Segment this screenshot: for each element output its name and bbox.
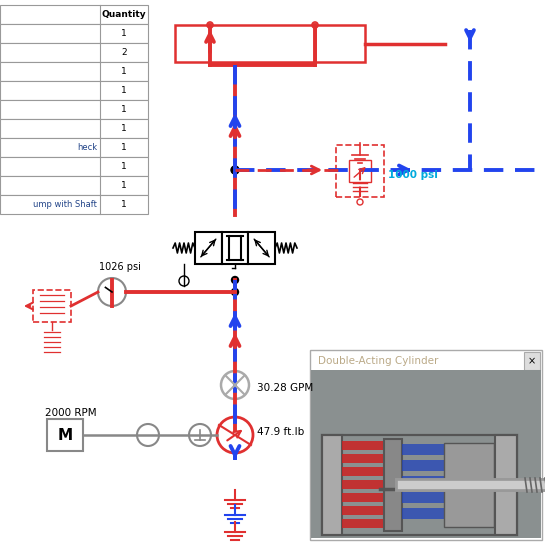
Bar bbox=[384, 439, 402, 531]
Bar bbox=[175, 25, 365, 62]
Bar bbox=[0, 5, 148, 24]
Bar bbox=[524, 352, 540, 370]
Circle shape bbox=[189, 424, 211, 446]
Text: M: M bbox=[57, 427, 72, 443]
Bar bbox=[402, 476, 444, 487]
Bar bbox=[0, 81, 148, 100]
Circle shape bbox=[179, 276, 189, 286]
Text: 1: 1 bbox=[121, 181, 127, 190]
Bar bbox=[195, 232, 222, 264]
Text: 1026 psi: 1026 psi bbox=[99, 262, 141, 272]
Circle shape bbox=[217, 417, 253, 453]
Text: 47.9 ft.lb: 47.9 ft.lb bbox=[257, 427, 304, 437]
Text: ×: × bbox=[528, 356, 536, 366]
Text: Double-Acting Cylinder: Double-Acting Cylinder bbox=[318, 356, 438, 366]
Text: 1: 1 bbox=[121, 105, 127, 114]
Circle shape bbox=[98, 278, 126, 306]
Bar bbox=[342, 493, 384, 502]
Text: 1000 psi: 1000 psi bbox=[388, 170, 438, 180]
Bar bbox=[322, 435, 517, 535]
Text: ump with Shaft: ump with Shaft bbox=[33, 200, 97, 209]
Bar bbox=[0, 43, 148, 62]
Circle shape bbox=[221, 371, 249, 399]
Circle shape bbox=[232, 276, 239, 283]
Text: Quantity: Quantity bbox=[102, 10, 146, 19]
Circle shape bbox=[232, 288, 239, 295]
Bar bbox=[342, 467, 384, 476]
Bar bbox=[0, 62, 148, 81]
Bar bbox=[249, 232, 275, 264]
Bar bbox=[444, 443, 494, 527]
Bar bbox=[402, 492, 444, 503]
Bar bbox=[47, 419, 83, 451]
Circle shape bbox=[231, 166, 239, 174]
Bar bbox=[0, 176, 148, 195]
Text: 1: 1 bbox=[121, 67, 127, 76]
Text: 1: 1 bbox=[121, 143, 127, 152]
Text: 1: 1 bbox=[121, 29, 127, 38]
Bar bbox=[0, 138, 148, 157]
Bar bbox=[328, 482, 380, 496]
Bar bbox=[0, 24, 148, 43]
Bar bbox=[342, 454, 384, 463]
Text: 1: 1 bbox=[121, 162, 127, 171]
Text: heck: heck bbox=[77, 143, 97, 152]
Bar bbox=[33, 290, 71, 322]
Bar bbox=[495, 435, 517, 535]
Bar bbox=[0, 119, 148, 138]
Bar bbox=[342, 519, 384, 528]
Bar bbox=[342, 480, 384, 489]
Bar bbox=[310, 350, 542, 540]
Bar bbox=[349, 160, 371, 182]
Bar bbox=[311, 370, 541, 538]
Text: 2000 RPM: 2000 RPM bbox=[45, 408, 96, 418]
Bar bbox=[342, 441, 384, 450]
Bar bbox=[402, 508, 444, 519]
Bar bbox=[342, 506, 384, 515]
Bar bbox=[322, 435, 517, 535]
Text: 1: 1 bbox=[121, 200, 127, 209]
Text: 30.28 GPM: 30.28 GPM bbox=[257, 383, 313, 393]
Bar bbox=[0, 195, 148, 214]
Bar bbox=[0, 100, 148, 119]
Bar bbox=[0, 157, 148, 176]
Text: 1: 1 bbox=[121, 86, 127, 95]
Bar bbox=[322, 435, 342, 535]
Bar bbox=[402, 444, 444, 455]
Circle shape bbox=[232, 427, 239, 433]
Text: 2: 2 bbox=[121, 48, 127, 57]
Text: 1: 1 bbox=[121, 124, 127, 133]
Bar bbox=[222, 232, 249, 264]
Bar bbox=[336, 145, 384, 197]
Bar bbox=[402, 460, 444, 471]
Circle shape bbox=[137, 424, 159, 446]
